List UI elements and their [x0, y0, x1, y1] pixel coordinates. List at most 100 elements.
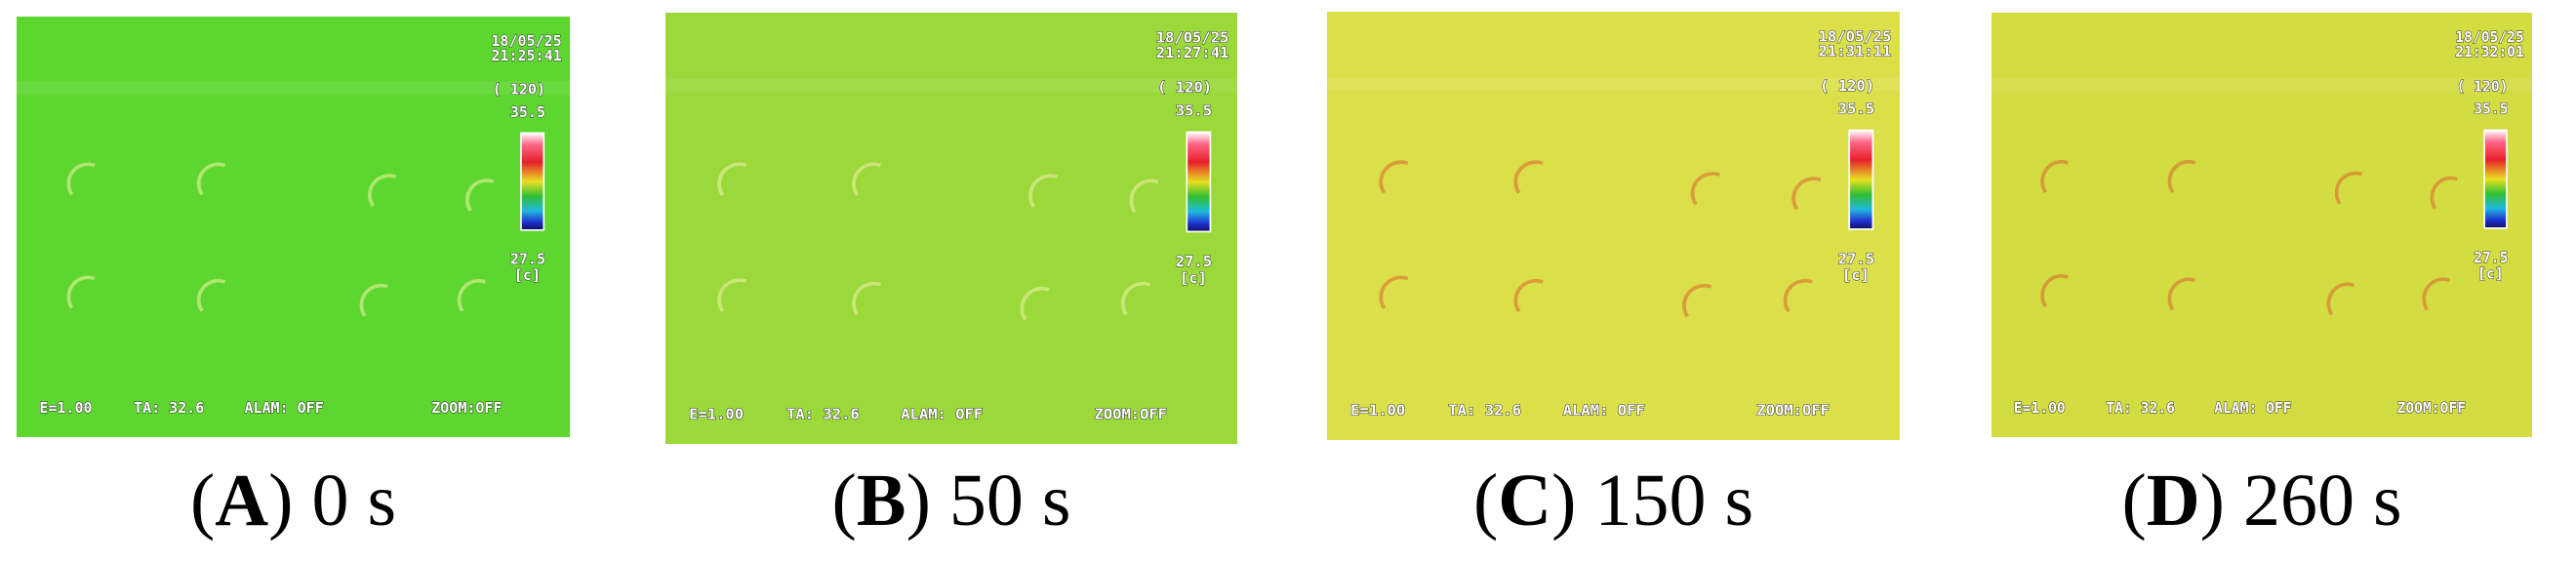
min-temp: 27.5: [2474, 249, 2508, 266]
clock: 21:25:41: [491, 47, 561, 64]
range: ( 120): [1157, 79, 1212, 97]
bolt-head: [1379, 160, 1409, 194]
caption-time: ) 50 s: [906, 460, 1071, 542]
status-text: E=1.00: [39, 399, 92, 417]
status-text: TA: 32.6: [786, 406, 860, 423]
status-text: ZOOM:OFF: [2397, 399, 2467, 417]
bolt-head: [717, 162, 747, 197]
band: [1992, 77, 2532, 92]
caption-time: ) 260 s: [2199, 460, 2402, 542]
band: [17, 81, 570, 95]
bolt-head: [1028, 174, 1059, 208]
unit: [c]: [1842, 266, 1870, 284]
status-text: TA: 32.6: [134, 399, 204, 417]
bolt-head: [2040, 159, 2069, 194]
max-temp: 35.5: [1838, 100, 1874, 118]
bolt-head: [2326, 282, 2355, 316]
bolt-head: [2334, 171, 2363, 205]
bolt-head: [1783, 278, 1813, 313]
status-text: E=1.00: [1350, 402, 1405, 420]
bolt-head: [2167, 159, 2196, 194]
caption-letter: D: [2146, 460, 2200, 542]
clock: 21:27:41: [1156, 44, 1229, 61]
bolt-head: [2167, 277, 2196, 311]
caption-time: ) 150 s: [1551, 460, 1754, 542]
caption-open: (: [1472, 460, 1499, 542]
bolt-head: [1513, 160, 1544, 194]
image-background: [1992, 13, 2532, 437]
bolt-head: [717, 278, 747, 313]
caption-open: (: [189, 460, 216, 542]
bolt-head: [457, 278, 486, 312]
bolt-head: [2430, 176, 2459, 210]
bolt-head: [1129, 179, 1159, 214]
status-text: ALAM: OFF: [244, 399, 323, 417]
min-temp: 27.5: [510, 251, 545, 268]
image-background: [17, 17, 570, 437]
color-bar: [1186, 131, 1212, 233]
bolt-head: [1791, 177, 1822, 211]
band: [665, 79, 1237, 93]
bolt-head: [1379, 275, 1409, 309]
caption: (B) 50 s: [665, 459, 1237, 543]
caption: (D) 260 s: [1992, 459, 2532, 543]
status-text: ALAM: OFF: [901, 406, 983, 423]
bolt-head: [1020, 286, 1050, 321]
band: [1327, 77, 1900, 92]
range: ( 120): [493, 81, 545, 99]
caption: (C) 150 s: [1327, 459, 1900, 543]
color-bar: [1848, 129, 1874, 230]
date: 18/05/25: [491, 32, 561, 50]
date: 18/05/25: [1819, 28, 1892, 46]
max-temp: 35.5: [2474, 100, 2508, 118]
bolt-head: [1690, 172, 1720, 206]
min-temp: 27.5: [1176, 253, 1212, 270]
bolt-head: [66, 162, 96, 196]
caption-time: ) 0 s: [268, 460, 397, 542]
status-text: E=1.00: [2014, 399, 2066, 417]
bolt-head: [2040, 274, 2069, 308]
unit: [c]: [1180, 269, 1207, 287]
caption-open: (: [831, 460, 857, 542]
caption-open: (: [2121, 460, 2147, 542]
color-bar: [520, 132, 545, 231]
status-text: E=1.00: [689, 406, 744, 423]
bolt-head: [359, 283, 388, 317]
bolt-head: [1120, 281, 1151, 316]
date: 18/05/25: [2455, 28, 2524, 46]
bolt-head: [1682, 283, 1712, 318]
bolt-head: [196, 162, 226, 196]
bolt-head: [852, 162, 882, 197]
color-bar: [2483, 129, 2508, 229]
bolt-head: [66, 275, 96, 309]
image-background: [1327, 12, 1900, 440]
bolt-head: [196, 278, 226, 312]
range: ( 120): [2457, 77, 2509, 95]
max-temp: 35.5: [1176, 101, 1212, 119]
caption-letter: A: [215, 460, 269, 542]
clock: 21:32:01: [2455, 43, 2524, 60]
bolt-head: [367, 174, 397, 207]
bolt-head: [1513, 278, 1544, 313]
bolt-head: [2422, 277, 2450, 311]
min-temp: 27.5: [1838, 250, 1874, 267]
max-temp: 35.5: [510, 103, 545, 121]
date: 18/05/25: [1156, 29, 1229, 47]
unit: [c]: [2477, 265, 2503, 283]
status-text: ZOOM:OFF: [1095, 406, 1168, 423]
image-background: [665, 13, 1237, 444]
status-text: TA: 32.6: [2106, 399, 2175, 417]
status-text: ALAM: OFF: [1563, 402, 1645, 420]
range: ( 120): [1820, 77, 1874, 95]
bolt-head: [465, 179, 495, 212]
status-text: ALAM: OFF: [2214, 399, 2291, 417]
caption-letter: B: [856, 460, 906, 542]
unit: [c]: [514, 266, 541, 284]
caption-letter: C: [1498, 460, 1552, 542]
caption: (A) 0 s: [17, 459, 570, 543]
